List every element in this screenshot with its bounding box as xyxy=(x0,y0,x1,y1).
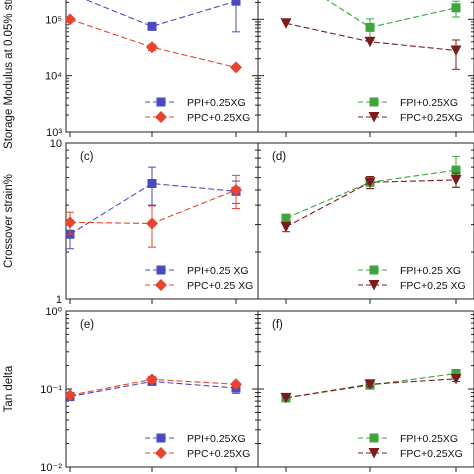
y-tick-label: 10⁻² xyxy=(40,462,62,474)
data-point xyxy=(364,36,376,48)
legend-entry: PPC+0.25XG xyxy=(187,448,250,460)
data-point xyxy=(280,392,292,404)
legend-marker xyxy=(368,280,380,291)
panel-d: (d) FPI+0.25 XG FPC+0.25 XG xyxy=(257,142,474,304)
legend-marker xyxy=(155,447,167,459)
y-axis-label: Storage Modulus at 0.05% stra xyxy=(3,0,15,149)
data-point xyxy=(66,389,76,402)
data-point xyxy=(364,379,376,390)
data-point xyxy=(280,18,292,29)
data-point xyxy=(230,61,242,74)
series-line xyxy=(69,182,237,235)
data-point xyxy=(365,22,375,32)
panel-a: 10³ 10⁴ 10⁵ Storage Modulus at 0.05% stra PP… xyxy=(3,0,259,149)
panel-frame xyxy=(257,0,474,133)
data-point xyxy=(146,217,158,230)
data-point xyxy=(280,221,292,233)
y-tick-label: 1 xyxy=(56,294,62,306)
data-point xyxy=(451,165,461,175)
series-line xyxy=(285,179,457,228)
data-point xyxy=(66,216,76,229)
y-tick-label: 10³ xyxy=(46,127,62,139)
y-tick-label: 10⁰ xyxy=(45,306,62,318)
panel-frame xyxy=(257,142,474,300)
panel-label: (f) xyxy=(272,319,283,331)
legend-entry: PPC+0.25 XG xyxy=(187,280,253,292)
data-point xyxy=(230,378,242,391)
legend-marker xyxy=(156,97,166,107)
data-point xyxy=(451,3,461,13)
data-point xyxy=(450,174,462,186)
legend-entry: FPI+0.25XG xyxy=(400,97,458,109)
legend-marker xyxy=(369,97,379,107)
data-area xyxy=(66,373,242,402)
panel-label: (c) xyxy=(80,151,94,163)
data-area xyxy=(280,0,462,70)
legend-entry: PPI+0.25XG xyxy=(187,433,246,445)
data-point xyxy=(146,41,158,54)
data-point xyxy=(450,373,462,385)
legend-entry: PPI+0.25 XG xyxy=(187,265,249,277)
legend-marker xyxy=(368,448,380,459)
panel-f: (f) FPI+0.25XG FPC+0.25XG xyxy=(257,310,474,472)
legend-entry: PPI+0.25XG xyxy=(187,97,246,109)
y-tick-label: 10⁻¹ xyxy=(40,384,62,396)
panel-label: (e) xyxy=(80,319,94,331)
data-area xyxy=(66,0,242,74)
data-area xyxy=(66,166,242,250)
legend-marker xyxy=(156,265,166,275)
panel-e: 10⁻² 10⁻¹ 10⁰ (e) Tan delta PPI+0.25XG PPC+0.2… xyxy=(3,306,259,474)
legend-entry: FPC+0.25XG xyxy=(400,448,463,460)
data-point xyxy=(230,183,242,196)
data-point xyxy=(66,13,76,26)
data-point xyxy=(147,179,157,189)
y-axis-label: Tan delta xyxy=(3,365,15,412)
legend-marker xyxy=(368,112,380,123)
legend-marker xyxy=(155,111,167,123)
legend-entry: FPC+0.25XG xyxy=(400,112,463,124)
panel-b: FPI+0.25XG FPC+0.25XG xyxy=(257,0,474,137)
y-tick-label: 10⁵ xyxy=(45,14,62,26)
y-axis-label: Crossover strain% xyxy=(3,174,15,268)
series-line xyxy=(85,0,237,27)
data-point xyxy=(451,369,461,379)
legend-marker xyxy=(156,433,166,443)
y-tick-label: 10 xyxy=(50,138,62,150)
y-tick-label: 10⁴ xyxy=(45,71,62,83)
legend-marker xyxy=(155,279,167,291)
legend-entry: PPC+0.25XG xyxy=(187,112,250,124)
legend-marker xyxy=(369,265,379,275)
legend-entry: FPI+0.25XG xyxy=(400,433,458,445)
data-point xyxy=(364,177,376,188)
legend-entry: FPI+0.25 XG xyxy=(400,265,461,277)
data-point xyxy=(450,45,462,56)
legend-marker xyxy=(369,433,379,443)
data-point xyxy=(146,373,158,386)
legend-entry: FPC+0.25 XG xyxy=(400,280,466,292)
data-point xyxy=(231,0,241,6)
panel-c: 1 10 (c) Crossover strain% PPI+0.25 XG PPC+0.… xyxy=(3,138,259,306)
data-area xyxy=(280,155,462,233)
data-area xyxy=(280,369,462,404)
panel-label: (d) xyxy=(272,151,286,163)
data-point xyxy=(281,213,291,223)
data-point xyxy=(147,21,157,31)
